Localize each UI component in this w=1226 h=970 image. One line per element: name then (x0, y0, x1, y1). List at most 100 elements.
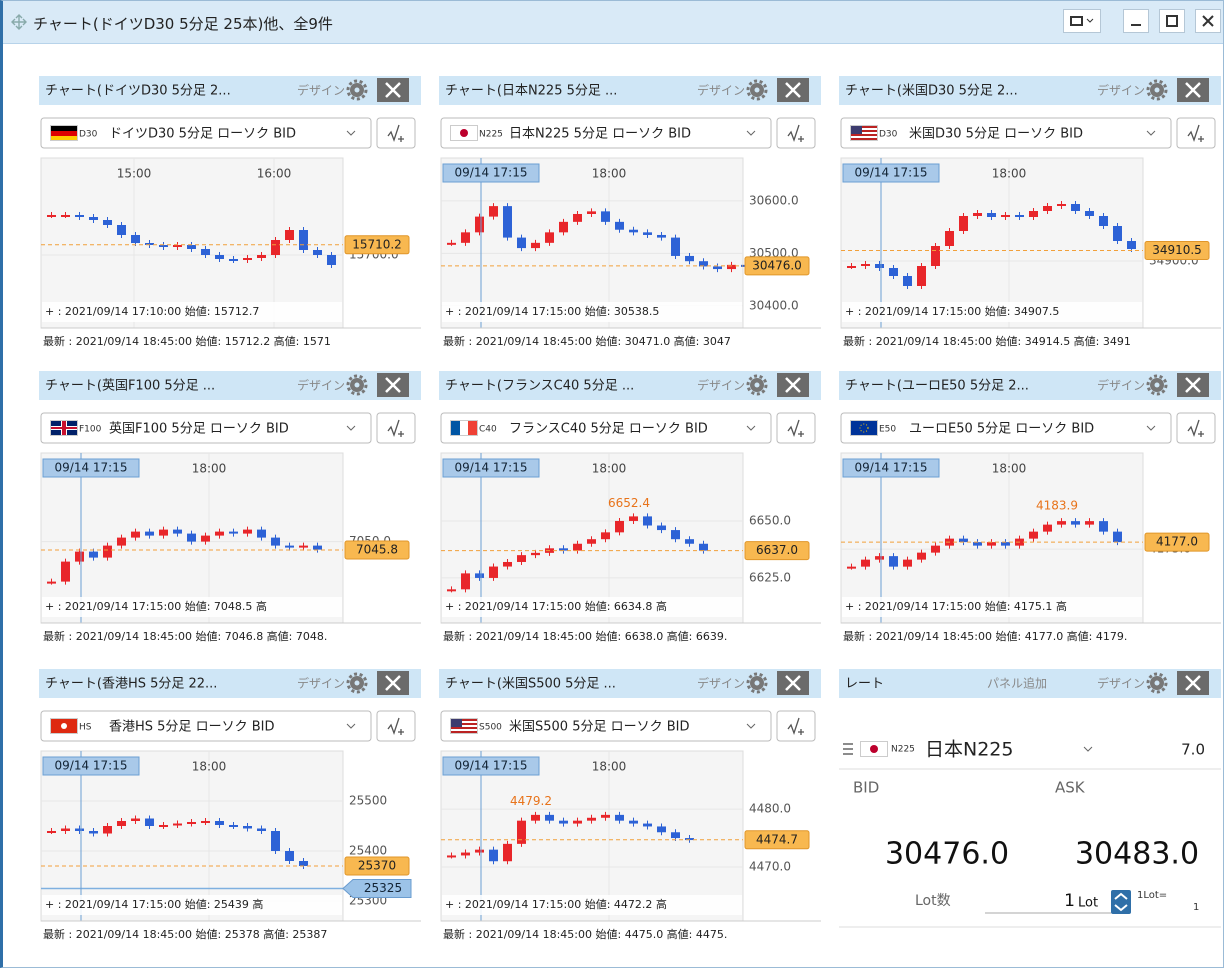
candle (699, 543, 708, 551)
indicator-icon (387, 717, 404, 735)
settings-button[interactable] (346, 374, 368, 396)
design-button[interactable]: デザイン (697, 83, 745, 98)
candle (517, 820, 526, 844)
time-label: 18:00 (592, 462, 627, 476)
lot-stepper[interactable] (1111, 890, 1131, 914)
settings-button[interactable] (1146, 79, 1168, 101)
gear-outer (1146, 374, 1168, 396)
settings-button[interactable] (746, 672, 768, 694)
chevron (746, 723, 756, 729)
crosshair-label: 09/14 17:15 (455, 166, 528, 180)
design-button[interactable]: デザイン (697, 378, 745, 393)
candle (987, 213, 996, 217)
maximize-button[interactable] (1159, 9, 1185, 33)
flag-part (851, 128, 877, 130)
close-icon (1185, 377, 1201, 393)
flag-part (451, 725, 477, 727)
crosshair-box (442, 458, 540, 478)
candle (601, 211, 610, 222)
design-button[interactable]: デザイン (1097, 676, 1145, 691)
design-button[interactable]: デザイン (297, 83, 345, 98)
info-backdrop (442, 302, 742, 322)
candle (931, 246, 940, 266)
panel-title: チャート(英国F100 5分足 ... (45, 379, 215, 394)
design-button[interactable]: デザイン (297, 378, 345, 393)
candle (685, 838, 694, 841)
gear-outer (346, 79, 368, 101)
chevron (346, 723, 356, 729)
close-button[interactable] (1195, 9, 1221, 33)
candle (861, 264, 870, 266)
panel-title: チャート(米国S500 5分足 ... (445, 677, 616, 692)
flag-code: C40 (479, 425, 497, 435)
design-button[interactable]: デザイン (1097, 83, 1145, 98)
candle (615, 814, 624, 821)
add-panel-button[interactable]: パネル追加 (987, 676, 1047, 691)
symbol-selector[interactable] (40, 117, 372, 149)
chart-panel: チャート(日本N225 5分足 ... デザイン N225 日本N225 5分足 ロー… (439, 76, 821, 348)
settings-button[interactable] (346, 79, 368, 101)
symbol-selector[interactable] (440, 710, 772, 742)
current-price-label: 4177.0 (1156, 535, 1198, 549)
close-icon (385, 675, 401, 691)
flag-border (860, 741, 888, 757)
candle (187, 533, 196, 542)
flag-code: D30 (79, 130, 98, 140)
candle (447, 589, 456, 592)
lot-label: Lot数 (915, 893, 951, 909)
candle (973, 213, 982, 216)
close-icon (385, 377, 401, 393)
latest-info: 最新 : 2021/09/14 18:45:00 始値: 25378 高値: 2… (43, 927, 327, 941)
move-icon[interactable] (11, 14, 27, 30)
candle (847, 566, 856, 569)
alert-label: 25325 (364, 881, 402, 895)
ask-price[interactable]: 30483.0 (1075, 837, 1199, 872)
symbol-selector[interactable] (840, 412, 1172, 444)
chevron (1146, 130, 1156, 136)
chart-panel: チャート(フランスC40 5分足 ... デザイン C40 フランスC40 5分足 ロ… (439, 371, 821, 643)
alert-tag (342, 879, 412, 898)
symbol-selector[interactable] (440, 117, 772, 149)
candle (545, 814, 554, 821)
candle (243, 826, 252, 829)
lot-value[interactable]: 1 (1064, 891, 1075, 911)
symbol-name: 日本N225 (925, 739, 1013, 761)
candle (131, 818, 140, 821)
hover-info: + : 2021/09/14 17:15:00 始値: 4175.1 高 (845, 599, 1067, 613)
candle (285, 230, 294, 240)
window-title: チャート(ドイツD30 5分足 25本)他、全9件 (33, 15, 333, 33)
settings-button[interactable] (746, 79, 768, 101)
symbol-selector[interactable] (840, 117, 1172, 149)
candle (489, 849, 498, 862)
candle (1029, 211, 1038, 217)
symbol-selector[interactable] (40, 412, 372, 444)
settings-button[interactable] (1146, 374, 1168, 396)
bid-price[interactable]: 30476.0 (885, 837, 1009, 872)
current-price-tag (744, 541, 810, 561)
gear-outer (1146, 79, 1168, 101)
latest-info: 最新 : 2021/09/14 18:45:00 始値: 6638.0 高値: … (443, 629, 727, 643)
current-price-label: 34910.5 (1152, 243, 1202, 257)
symbol-selector[interactable] (440, 412, 772, 444)
settings-button[interactable] (1146, 672, 1168, 694)
candle (1043, 206, 1052, 211)
layout-button[interactable] (1063, 9, 1101, 33)
lot-size: 1 (1193, 902, 1199, 913)
symbol-chevron[interactable] (1083, 746, 1093, 752)
candle (47, 581, 56, 584)
settings-button[interactable] (746, 374, 768, 396)
symbol-selector[interactable] (40, 710, 372, 742)
candle (1001, 542, 1010, 546)
close-icon (785, 82, 801, 98)
candle (559, 221, 568, 233)
design-button[interactable]: デザイン (697, 676, 745, 691)
settings-button[interactable] (346, 672, 368, 694)
flag-part (51, 126, 77, 131)
design-button[interactable]: デザイン (297, 676, 345, 691)
minimize-button[interactable] (1123, 9, 1149, 33)
current-price-tag (744, 830, 810, 850)
high-label: 4183.9 (1036, 498, 1078, 512)
design-button[interactable]: デザイン (1097, 378, 1145, 393)
close-icon (785, 377, 801, 393)
